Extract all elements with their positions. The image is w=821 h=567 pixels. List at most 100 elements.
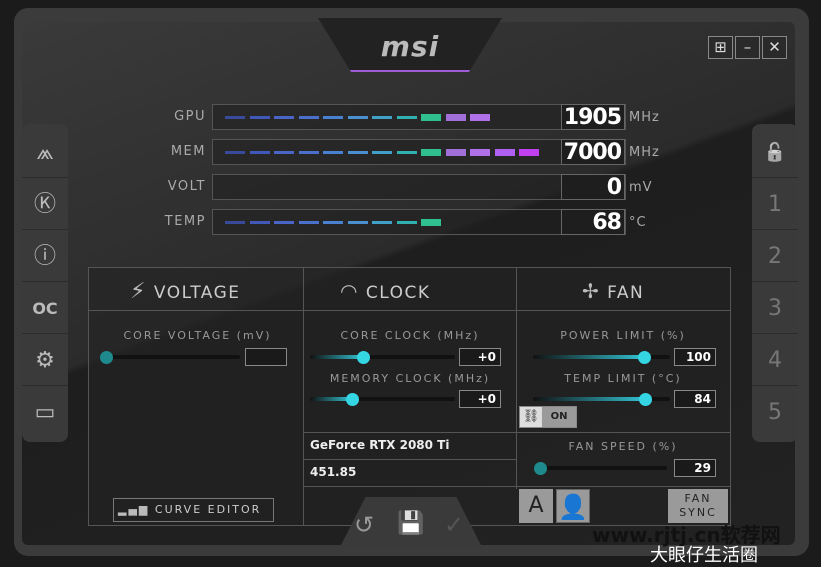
core-clock-slider[interactable]: [310, 351, 455, 364]
reset-icon[interactable]: ↺: [354, 511, 375, 539]
fan-sync-button[interactable]: FAN SYNC: [668, 489, 728, 523]
memory-clock-label: MEMORY CLOCK (MHz): [329, 372, 491, 385]
memory-clock-input[interactable]: +0: [459, 390, 501, 408]
divider: [303, 432, 516, 433]
link-icon: ⛓: [520, 407, 542, 427]
meter-segment: [470, 149, 490, 156]
meter-segment: [347, 116, 368, 119]
driver-version: 451.85: [310, 465, 357, 479]
info-icon[interactable]: ⓘ: [22, 232, 68, 282]
monitor-icon[interactable]: ▭: [34, 400, 56, 425]
meter-segment: [274, 116, 294, 119]
gauge-icon: ◠: [340, 279, 359, 303]
divider: [516, 486, 731, 487]
meter-segment: [298, 151, 319, 154]
temp-limit-slider[interactable]: [533, 393, 670, 406]
right-sidebar: 🔓 1 2 3 4 5: [752, 124, 798, 442]
bottom-action-tab: [340, 497, 482, 547]
core-voltage-thumb[interactable]: [100, 351, 113, 364]
core-voltage-input[interactable]: [245, 348, 287, 366]
meter-segment: [225, 221, 245, 224]
gpu-meter: 1905: [212, 104, 626, 130]
apply-check-icon[interactable]: ✓: [444, 511, 465, 539]
volt-label: VOLT: [167, 179, 206, 194]
gpu-name: GeForce RTX 2080 Ti: [310, 438, 450, 452]
profile-4-button[interactable]: 4: [752, 336, 798, 386]
temp-value: 68: [561, 209, 625, 235]
core-clock-label: CORE CLOCK (MHz): [340, 329, 480, 342]
left-sidebar: ⩕ Ⓚ ⓘ OC ⚙ ▭: [22, 124, 68, 442]
core-voltage-label: CORE VOLTAGE (mV): [123, 329, 272, 342]
watermark-url: www.rjtj.cn软荐网: [592, 523, 781, 547]
settings-gear-icon[interactable]: ⚙: [22, 336, 68, 386]
fan-icon: ✢: [582, 279, 601, 303]
meter-segment: [494, 149, 515, 156]
divider: [303, 459, 516, 460]
power-limit-slider[interactable]: [533, 351, 670, 364]
fan-speed-thumb[interactable]: [534, 462, 547, 475]
mem-value: 7000: [561, 139, 625, 165]
meter-segment: [421, 114, 441, 121]
core-clock-thumb[interactable]: [357, 351, 370, 364]
oc-scanner-icon[interactable]: OC: [22, 284, 68, 334]
user-icon: 👤: [558, 493, 588, 521]
meter-segment: [274, 221, 294, 224]
meter-segment: [421, 149, 441, 156]
curve-editor-button[interactable]: ▂▄▆ CURVE EDITOR: [113, 498, 274, 522]
msi-dragon-icon[interactable]: ⩕: [22, 128, 68, 178]
clock-header: ◠ CLOCK: [340, 279, 431, 303]
minimize-button[interactable]: –: [735, 36, 760, 59]
divider: [303, 267, 304, 526]
volt-unit: mV: [629, 180, 653, 195]
fan-auto-button[interactable]: A: [519, 489, 553, 523]
profile-2-button[interactable]: 2: [752, 232, 798, 282]
meter-segment: [396, 221, 417, 224]
core-clock-input[interactable]: +0: [459, 348, 501, 366]
profile-5-button[interactable]: 5: [768, 400, 782, 425]
bar-chart-icon: ▂▄▆: [118, 503, 150, 516]
meter-segment: [249, 151, 270, 154]
power-limit-input[interactable]: 100: [674, 348, 716, 366]
meter-segment: [421, 219, 441, 226]
close-button[interactable]: ✕: [762, 36, 787, 59]
fan-header: ✢ FAN: [582, 279, 645, 303]
link-toggle-state: ON: [542, 407, 576, 427]
save-icon[interactable]: 💾: [397, 511, 425, 536]
temp-limit-thumb[interactable]: [639, 393, 652, 406]
temp-meter: 68: [212, 209, 626, 235]
meter-segment: [225, 116, 245, 119]
meter-segment: [249, 116, 270, 119]
meter-segment: [225, 151, 245, 154]
lightning-icon: ⚡: [130, 279, 147, 304]
profile-3-button[interactable]: 3: [752, 284, 798, 334]
divider: [516, 267, 517, 489]
divider: [88, 310, 731, 311]
volt-meter: 0: [212, 174, 626, 200]
link-toggle[interactable]: ⛓ ON: [519, 406, 577, 428]
meter-segment: [323, 221, 343, 224]
meter-segment: [470, 114, 490, 121]
memory-clock-thumb[interactable]: [346, 393, 359, 406]
meter-segment: [274, 151, 294, 154]
temp-limit-label: TEMP LIMIT (°C): [564, 372, 682, 385]
user-fan-curve-button[interactable]: 👤: [556, 489, 590, 523]
meter-segment: [323, 151, 343, 154]
meter-segment: [519, 149, 539, 156]
gpu-label: GPU: [174, 109, 206, 124]
memory-clock-slider[interactable]: [310, 393, 455, 406]
power-limit-thumb[interactable]: [638, 351, 651, 364]
kombustor-icon[interactable]: Ⓚ: [22, 180, 68, 230]
meter-segment: [347, 151, 368, 154]
profile-1-button[interactable]: 1: [752, 180, 798, 230]
fan-speed-input[interactable]: 29: [674, 459, 716, 477]
fan-speed-slider[interactable]: [534, 462, 667, 475]
windows-button[interactable]: ⊞: [708, 36, 733, 59]
msi-logo: msi: [318, 18, 502, 72]
meter-segment: [445, 114, 466, 121]
core-voltage-slider[interactable]: [100, 351, 240, 364]
temp-limit-input[interactable]: 84: [674, 390, 716, 408]
mem-label: MEM: [170, 144, 206, 159]
lock-icon[interactable]: 🔓: [752, 128, 798, 178]
meter-segment: [396, 116, 417, 119]
meter-segment: [298, 116, 319, 119]
